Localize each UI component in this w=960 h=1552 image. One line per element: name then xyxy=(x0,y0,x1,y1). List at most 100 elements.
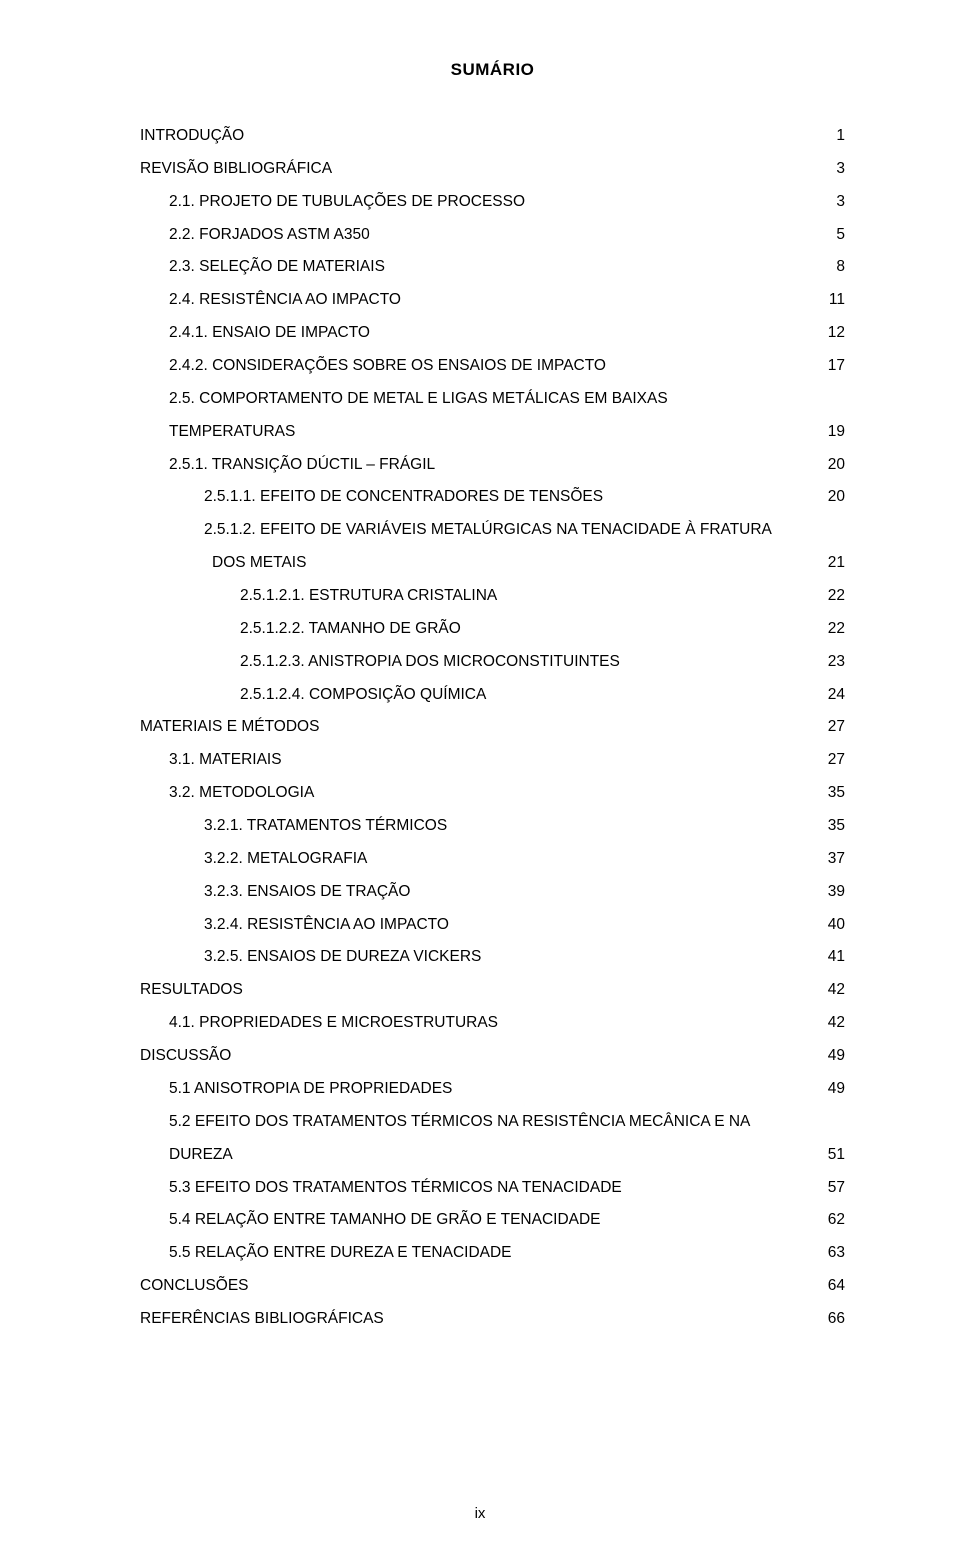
toc-entry: 2.5.1.2. EFEITO DE VARIÁVEIS METALÚRGICA… xyxy=(140,514,845,547)
toc-label: 2.5.1.2.2. TAMANHO DE GRÃO xyxy=(240,613,461,646)
toc-label: TEMPERATURAS xyxy=(169,416,295,449)
toc-page-number: 62 xyxy=(828,1204,845,1237)
toc-label: 3.2.2. METALOGRAFIA xyxy=(204,843,367,876)
toc-page-number: 51 xyxy=(828,1139,845,1172)
toc-entry: 3.2.2. METALOGRAFIA 37 xyxy=(140,843,845,876)
toc-label: 2.5.1. TRANSIÇÃO DÚCTIL – FRÁGIL xyxy=(169,449,435,482)
toc-entry: 3.2.3. ENSAIOS DE TRAÇÃO 39 xyxy=(140,876,845,909)
toc-entry: CONCLUSÕES 64 xyxy=(140,1270,845,1303)
toc-page-number: 21 xyxy=(828,547,845,580)
toc-entry: 5.3 EFEITO DOS TRATAMENTOS TÉRMICOS NA T… xyxy=(140,1172,845,1205)
toc-page-number: 20 xyxy=(828,449,845,482)
toc-entry: MATERIAIS E MÉTODOS 27 xyxy=(140,711,845,744)
toc-page-number: 42 xyxy=(828,974,845,1007)
toc-page-number: 49 xyxy=(828,1073,845,1106)
toc-label: 2.4.2. CONSIDERAÇÕES SOBRE OS ENSAIOS DE… xyxy=(169,350,606,383)
toc-entry: 2.4. RESISTÊNCIA AO IMPACTO 11 xyxy=(140,284,845,317)
toc-entry: REVISÃO BIBLIOGRÁFICA 3 xyxy=(140,153,845,186)
table-of-contents: INTRODUÇÃO 1REVISÃO BIBLIOGRÁFICA 32.1. … xyxy=(140,120,845,1336)
toc-entry: 2.2. FORJADOS ASTM A350 5 xyxy=(140,219,845,252)
toc-entry: 3.2.1. TRATAMENTOS TÉRMICOS 35 xyxy=(140,810,845,843)
toc-page-number: 27 xyxy=(828,744,845,777)
toc-page-number: 3 xyxy=(836,153,845,186)
toc-label: 2.5.1.2.4. COMPOSIÇÃO QUÍMICA xyxy=(240,679,486,712)
toc-entry: 2.5.1.2.2. TAMANHO DE GRÃO 22 xyxy=(140,613,845,646)
toc-label: 2.5.1.2. EFEITO DE VARIÁVEIS METALÚRGICA… xyxy=(204,514,772,547)
toc-entry: 2.1. PROJETO DE TUBULAÇÕES DE PROCESSO 3 xyxy=(140,186,845,219)
toc-entry: DUREZA 51 xyxy=(140,1139,845,1172)
toc-label: 4.1. PROPRIEDADES E MICROESTRUTURAS xyxy=(169,1007,498,1040)
toc-entry: 2.5.1.2.4. COMPOSIÇÃO QUÍMICA 24 xyxy=(140,679,845,712)
toc-entry: 4.1. PROPRIEDADES E MICROESTRUTURAS 42 xyxy=(140,1007,845,1040)
toc-entry: 2.4.2. CONSIDERAÇÕES SOBRE OS ENSAIOS DE… xyxy=(140,350,845,383)
toc-entry: 2.5.1. TRANSIÇÃO DÚCTIL – FRÁGIL 20 xyxy=(140,449,845,482)
document-page: SUMÁRIO INTRODUÇÃO 1REVISÃO BIBLIOGRÁFIC… xyxy=(0,0,960,1552)
toc-entry: 2.4.1. ENSAIO DE IMPACTO 12 xyxy=(140,317,845,350)
toc-entry: 3.2.5. ENSAIOS DE DUREZA VICKERS 41 xyxy=(140,941,845,974)
toc-label: REVISÃO BIBLIOGRÁFICA xyxy=(140,153,332,186)
toc-label: INTRODUÇÃO xyxy=(140,120,244,153)
toc-page-number: 22 xyxy=(828,613,845,646)
toc-page-number: 1 xyxy=(836,120,845,153)
toc-entry: 2.5. COMPORTAMENTO DE METAL E LIGAS METÁ… xyxy=(140,383,845,416)
toc-page-number: 40 xyxy=(828,909,845,942)
toc-label: 3.1. MATERIAIS xyxy=(169,744,282,777)
toc-page-number: 19 xyxy=(828,416,845,449)
toc-page-number: 57 xyxy=(828,1172,845,1205)
toc-label: DOS METAIS xyxy=(212,547,306,580)
toc-page-number: 66 xyxy=(828,1303,845,1336)
toc-label: 2.3. SELEÇÃO DE MATERIAIS xyxy=(169,251,385,284)
toc-label: 2.5.1.2.1. ESTRUTURA CRISTALINA xyxy=(240,580,497,613)
toc-entry: DOS METAIS 21 xyxy=(140,547,845,580)
toc-page-number: 27 xyxy=(828,711,845,744)
toc-label: 2.4.1. ENSAIO DE IMPACTO xyxy=(169,317,370,350)
toc-page-number: 8 xyxy=(836,251,845,284)
toc-label: 2.5.1.2.3. ANISTROPIA DOS MICROCONSTITUI… xyxy=(240,646,620,679)
toc-page-number: 20 xyxy=(828,481,845,514)
toc-label: 3.2.5. ENSAIOS DE DUREZA VICKERS xyxy=(204,941,481,974)
toc-page-number: 17 xyxy=(828,350,845,383)
toc-entry: 2.5.1.2.3. ANISTROPIA DOS MICROCONSTITUI… xyxy=(140,646,845,679)
toc-entry: 5.4 RELAÇÃO ENTRE TAMANHO DE GRÃO E TENA… xyxy=(140,1204,845,1237)
toc-page-number: 41 xyxy=(828,941,845,974)
toc-label: 5.3 EFEITO DOS TRATAMENTOS TÉRMICOS NA T… xyxy=(169,1172,622,1205)
toc-page-number: 63 xyxy=(828,1237,845,1270)
toc-entry: TEMPERATURAS 19 xyxy=(140,416,845,449)
toc-label: RESULTADOS xyxy=(140,974,243,1007)
toc-entry: 3.2. METODOLOGIA 35 xyxy=(140,777,845,810)
toc-page-number: 64 xyxy=(828,1270,845,1303)
toc-entry: 2.3. SELEÇÃO DE MATERIAIS 8 xyxy=(140,251,845,284)
toc-label: 3.2.4. RESISTÊNCIA AO IMPACTO xyxy=(204,909,449,942)
toc-entry: 5.1 ANISOTROPIA DE PROPRIEDADES 49 xyxy=(140,1073,845,1106)
toc-page-number: 24 xyxy=(828,679,845,712)
toc-label: 2.1. PROJETO DE TUBULAÇÕES DE PROCESSO xyxy=(169,186,525,219)
toc-label: 3.2. METODOLOGIA xyxy=(169,777,314,810)
toc-entry: 3.2.4. RESISTÊNCIA AO IMPACTO 40 xyxy=(140,909,845,942)
toc-entry: 2.5.1.2.1. ESTRUTURA CRISTALINA 22 xyxy=(140,580,845,613)
toc-label: DISCUSSÃO xyxy=(140,1040,231,1073)
toc-label: 2.2. FORJADOS ASTM A350 xyxy=(169,219,370,252)
toc-page-number: 11 xyxy=(829,284,845,317)
toc-page-number: 49 xyxy=(828,1040,845,1073)
toc-label: 5.4 RELAÇÃO ENTRE TAMANHO DE GRÃO E TENA… xyxy=(169,1204,601,1237)
toc-entry: RESULTADOS 42 xyxy=(140,974,845,1007)
page-number-footer: ix xyxy=(0,1505,960,1522)
toc-label: DUREZA xyxy=(169,1139,233,1172)
toc-page-number: 39 xyxy=(828,876,845,909)
toc-label: CONCLUSÕES xyxy=(140,1270,249,1303)
toc-entry: 3.1. MATERIAIS 27 xyxy=(140,744,845,777)
toc-page-number: 12 xyxy=(828,317,845,350)
toc-page-number: 5 xyxy=(836,219,845,252)
toc-entry: DISCUSSÃO 49 xyxy=(140,1040,845,1073)
toc-label: REFERÊNCIAS BIBLIOGRÁFICAS xyxy=(140,1303,384,1336)
toc-entry: 5.2 EFEITO DOS TRATAMENTOS TÉRMICOS NA R… xyxy=(140,1106,845,1139)
toc-page-number: 37 xyxy=(828,843,845,876)
toc-page-number: 35 xyxy=(828,777,845,810)
toc-label: 5.1 ANISOTROPIA DE PROPRIEDADES xyxy=(169,1073,452,1106)
toc-entry: 2.5.1.1. EFEITO DE CONCENTRADORES DE TEN… xyxy=(140,481,845,514)
toc-label: 2.5.1.1. EFEITO DE CONCENTRADORES DE TEN… xyxy=(204,481,603,514)
page-title: SUMÁRIO xyxy=(140,60,845,80)
toc-entry: 5.5 RELAÇÃO ENTRE DUREZA E TENACIDADE 63 xyxy=(140,1237,845,1270)
toc-label: 5.2 EFEITO DOS TRATAMENTOS TÉRMICOS NA R… xyxy=(169,1106,750,1139)
toc-page-number: 22 xyxy=(828,580,845,613)
